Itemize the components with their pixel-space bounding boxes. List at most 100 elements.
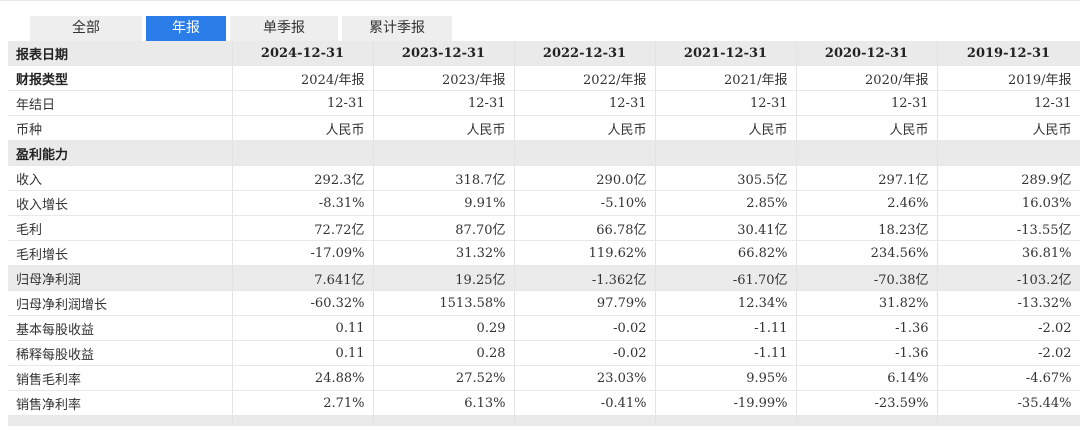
table-cell: -70.38亿	[796, 265, 938, 291]
table-cell: -13.32%	[937, 290, 1080, 316]
table-cell: -60.32%	[232, 290, 374, 316]
table-cell: -5.10%	[514, 190, 656, 216]
table-row: 收入增长 -8.31% 9.91% -5.10% 2.85% 2.46% 16.03%	[8, 190, 1080, 216]
tab-cumulative-quarter[interactable]: 累计季报	[342, 16, 452, 41]
table-cell: 2.71%	[232, 390, 374, 416]
table-cell: 人民币	[373, 115, 515, 141]
table-cell: -8.31%	[232, 190, 374, 216]
row-label: 稀释每股收益	[8, 340, 233, 366]
table-cell	[373, 140, 515, 166]
table-cell: -13.55亿	[937, 215, 1080, 241]
table-row: 销售净利率 2.71% 6.13% -0.41% -19.99% -23.59% -35.4…	[8, 390, 1080, 416]
table-row: 稀释每股收益 0.11 0.28 -0.02 -1.11 -1.36 -2.02	[8, 340, 1080, 366]
table-row: 盈利能力	[8, 140, 1080, 166]
header-col-2019: 2019-12-31	[937, 41, 1080, 66]
table-cell: -1.362亿	[514, 265, 656, 291]
table-cell	[514, 140, 656, 166]
table-cell: 2024/年报	[232, 65, 374, 91]
table-cell: -0.02	[514, 340, 656, 366]
table-cell: 305.5亿	[655, 165, 797, 191]
row-label: 盈利能力	[8, 140, 233, 166]
table-cell: 人民币	[514, 115, 656, 141]
table-cell	[373, 415, 515, 426]
row-label: 财报类型	[8, 65, 233, 91]
table-cell: 318.7亿	[373, 165, 515, 191]
table-cell: 0.11	[232, 340, 374, 366]
table-cell: -19.99%	[655, 390, 797, 416]
table-cell: 16.03%	[937, 190, 1080, 216]
table-cell: 2023/年报	[373, 65, 515, 91]
table-cell: 31.82%	[796, 290, 938, 316]
tab-single-quarter[interactable]: 单季报	[230, 16, 338, 41]
table-cell: -1.11	[655, 340, 797, 366]
header-col-2021: 2021-12-31	[655, 41, 797, 66]
table-cell	[655, 140, 797, 166]
table-cell: -1.36	[796, 315, 938, 341]
table-cell: 6.13%	[373, 390, 515, 416]
row-label: 币种	[8, 115, 233, 141]
table-cell: -2.02	[937, 315, 1080, 341]
header-col-2022: 2022-12-31	[514, 41, 656, 66]
table-row: 年结日 12-31 12-31 12-31 12-31 12-31 12-31	[8, 90, 1080, 116]
table-cell: 12-31	[796, 90, 938, 116]
table-cell: 人民币	[796, 115, 938, 141]
table-row: 销售毛利率 24.88% 27.52% 23.03% 9.95% 6.14% -4.67%	[8, 365, 1080, 391]
table-cell	[937, 140, 1080, 166]
header-col-2024: 2024-12-31	[232, 41, 374, 66]
table-cell	[232, 140, 374, 166]
table-cell	[796, 415, 938, 426]
table-cell: -1.36	[796, 340, 938, 366]
table-cell: 72.72亿	[232, 215, 374, 241]
table-cell: 66.78亿	[514, 215, 656, 241]
table-cell: 12.34%	[655, 290, 797, 316]
table-cell: -17.09%	[232, 240, 374, 266]
table-cell: 234.56%	[796, 240, 938, 266]
table-cell: -2.02	[937, 340, 1080, 366]
table-cell: 0.11	[232, 315, 374, 341]
table-cell: -4.67%	[937, 365, 1080, 391]
table-cell	[796, 140, 938, 166]
table-cell: 7.641亿	[232, 265, 374, 291]
table-row: 收入 292.3亿 318.7亿 290.0亿 305.5亿 297.1亿 289.9亿	[8, 165, 1080, 191]
table-cell: 19.25亿	[373, 265, 515, 291]
header-col-2023: 2023-12-31	[373, 41, 515, 66]
tab-annual[interactable]: 年报	[146, 16, 226, 41]
table-cell: 12-31	[373, 90, 515, 116]
table-cell	[514, 415, 656, 426]
table-cell: -0.02	[514, 315, 656, 341]
table-cell: 2.46%	[796, 190, 938, 216]
row-label: 毛利增长	[8, 240, 233, 266]
row-label: 销售净利率	[8, 390, 233, 416]
row-label: 销售毛利率	[8, 365, 233, 391]
table-cell: 30.41亿	[655, 215, 797, 241]
table-cell: 66.82%	[655, 240, 797, 266]
table-row: 归母净利润增长 -60.32% 1513.58% 97.79% 12.34% 31.82%…	[8, 290, 1080, 316]
table-cell: 6.14%	[796, 365, 938, 391]
table-cell: 87.70亿	[373, 215, 515, 241]
table-row: 毛利增长 -17.09% 31.32% 119.62% 66.82% 234.56% 36.…	[8, 240, 1080, 266]
table-cell: 0.29	[373, 315, 515, 341]
table-cell	[937, 415, 1080, 426]
table-cell: 297.1亿	[796, 165, 938, 191]
table-cell: -35.44%	[937, 390, 1080, 416]
table-cell: 人民币	[937, 115, 1080, 141]
table-row: 财报类型 2024/年报 2023/年报 2022/年报 2021/年报 2020/年报 2…	[8, 65, 1080, 91]
row-label: 基本每股收益	[8, 315, 233, 341]
table-cell: -0.41%	[514, 390, 656, 416]
table-cell: 23.03%	[514, 365, 656, 391]
table-cell: -23.59%	[796, 390, 938, 416]
table-cell: -61.70亿	[655, 265, 797, 291]
row-label: 毛利	[8, 215, 233, 241]
table-cell: 292.3亿	[232, 165, 374, 191]
table-cell: 18.23亿	[796, 215, 938, 241]
table-row: 毛利 72.72亿 87.70亿 66.78亿 30.41亿 18.23亿 -13.55亿	[8, 215, 1080, 241]
row-label: 收入增长	[8, 190, 233, 216]
tab-all[interactable]: 全部	[30, 16, 142, 41]
table-cell	[232, 415, 374, 426]
table-cell: 人民币	[232, 115, 374, 141]
table-cell: 2019/年报	[937, 65, 1080, 91]
row-label: 收入	[8, 165, 233, 191]
table-cell: 97.79%	[514, 290, 656, 316]
header-col-2020: 2020-12-31	[796, 41, 938, 66]
table-cell: 36.81%	[937, 240, 1080, 266]
